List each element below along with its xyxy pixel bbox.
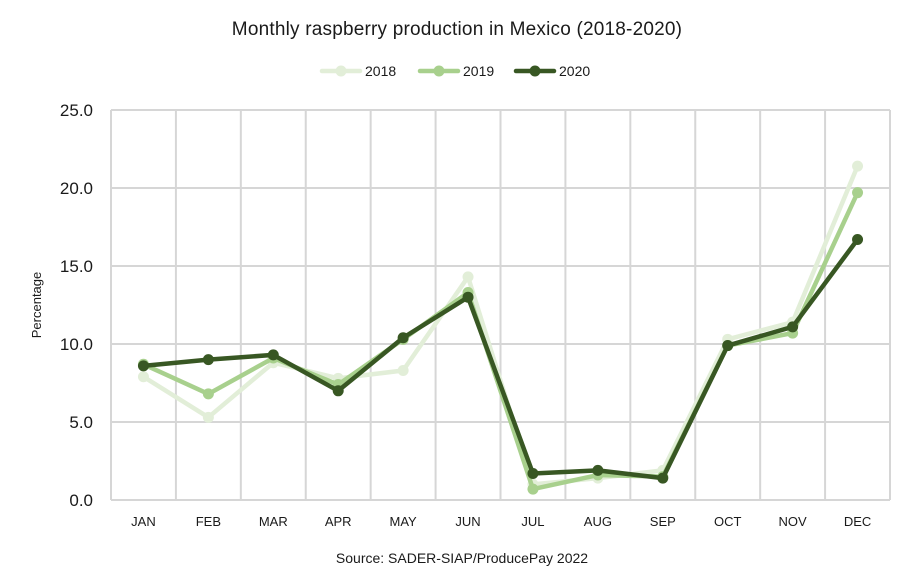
y-tick-label: 25.0 — [60, 101, 93, 120]
legend-label: 2018 — [365, 63, 396, 79]
series-group — [137, 160, 864, 495]
y-tick-label: 10.0 — [60, 335, 93, 354]
x-tick-label: APR — [325, 514, 352, 529]
series-line-2020 — [141, 237, 860, 481]
x-tick-label: JAN — [131, 514, 156, 529]
data-point-2020-mar — [267, 349, 279, 361]
data-point-2018-feb — [202, 411, 214, 423]
data-point-2018-jan — [137, 371, 149, 383]
legend-label: 2020 — [559, 63, 590, 79]
data-point-2020-apr — [332, 385, 344, 397]
data-point-2020-may — [397, 332, 409, 344]
x-tick-label: NOV — [779, 514, 808, 529]
data-point-2018-jun — [462, 271, 474, 283]
data-point-2020-dec — [852, 233, 864, 245]
legend-label: 2019 — [463, 63, 494, 79]
legend-item-2020: 2020 — [513, 63, 590, 79]
legend-swatch-marker — [335, 65, 347, 77]
x-tick-label: JUL — [521, 514, 544, 529]
y-tick-label: 20.0 — [60, 179, 93, 198]
legend-item-2018: 2018 — [319, 63, 396, 79]
legend-swatch-marker — [433, 65, 445, 77]
y-tick-label: 5.0 — [69, 413, 93, 432]
chart-title: Monthly raspberry production in Mexico (… — [232, 19, 682, 40]
data-point-2020-jun — [462, 291, 474, 303]
data-point-2018-dec — [852, 160, 864, 172]
data-point-2019-feb — [202, 388, 214, 400]
legend-swatch-marker — [529, 65, 541, 77]
x-tick-label: DEC — [844, 514, 871, 529]
y-axis-label: Percentage — [29, 272, 44, 339]
x-tick-label: AUG — [584, 514, 612, 529]
data-point-2020-sep — [657, 472, 669, 484]
legend: 2018 2019 2020 — [319, 63, 590, 79]
data-point-2020-feb — [202, 354, 214, 366]
data-point-2019-dec — [852, 187, 864, 199]
x-tick-label: MAR — [259, 514, 288, 529]
data-point-2018-may — [397, 365, 409, 377]
x-tick-label: SEP — [650, 514, 676, 529]
data-point-2020-aug — [592, 464, 604, 476]
grid — [110, 109, 891, 501]
x-axis: JAN FEB MAR APR MAY JUN JUL AUG SEP OCT NOV DEC — [131, 514, 871, 529]
x-tick-label: OCT — [714, 514, 742, 529]
data-point-2020-oct — [722, 340, 734, 352]
data-point-2020-nov — [787, 321, 799, 333]
source-note: Source: SADER-SIAP/ProducePay 2022 — [336, 550, 588, 566]
x-tick-label: JUN — [455, 514, 480, 529]
data-point-2020-jan — [137, 360, 149, 372]
x-tick-label: MAY — [390, 514, 418, 529]
y-tick-label: 0.0 — [69, 491, 93, 510]
y-axis: 0.0 5.0 10.0 15.0 20.0 25.0 — [60, 101, 93, 510]
x-tick-label: FEB — [196, 514, 221, 529]
y-tick-label: 15.0 — [60, 257, 93, 276]
legend-item-2019: 2019 — [417, 63, 494, 79]
data-point-2019-jul — [527, 483, 539, 495]
data-point-2020-jul — [527, 467, 539, 479]
series-2020 — [137, 233, 864, 484]
